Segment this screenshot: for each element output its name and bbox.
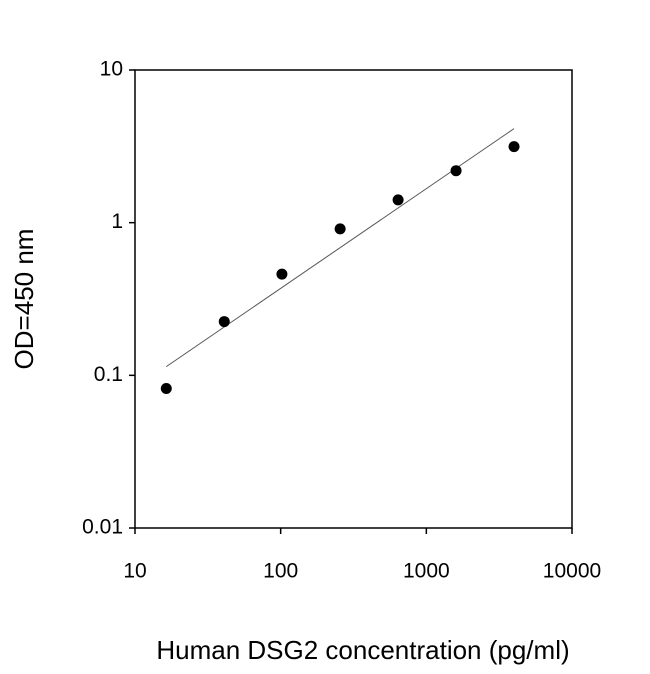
- y-tick-label: 0.1: [94, 363, 123, 386]
- x-tick-label: 10: [123, 560, 146, 583]
- data-point: [450, 165, 462, 177]
- data-point: [218, 316, 230, 328]
- plot-frame: [134, 69, 573, 529]
- x-tick-label: 1000: [403, 560, 450, 583]
- data-point: [334, 223, 346, 235]
- x-tick-label: 10000: [543, 560, 601, 583]
- y-axis-title: OD=450 nm: [9, 229, 39, 370]
- y-tick-label: 0.01: [82, 516, 123, 539]
- data-point: [276, 268, 288, 280]
- data-point: [508, 141, 520, 153]
- x-axis-title: Human DSG2 concentration (pg/ml): [156, 635, 569, 665]
- y-tick-label: 1: [111, 210, 123, 233]
- x-tick-label: 100: [263, 560, 298, 583]
- data-point: [392, 194, 404, 206]
- data-point: [160, 382, 172, 394]
- trendline: [166, 128, 515, 368]
- y-tick-label: 10: [100, 58, 123, 81]
